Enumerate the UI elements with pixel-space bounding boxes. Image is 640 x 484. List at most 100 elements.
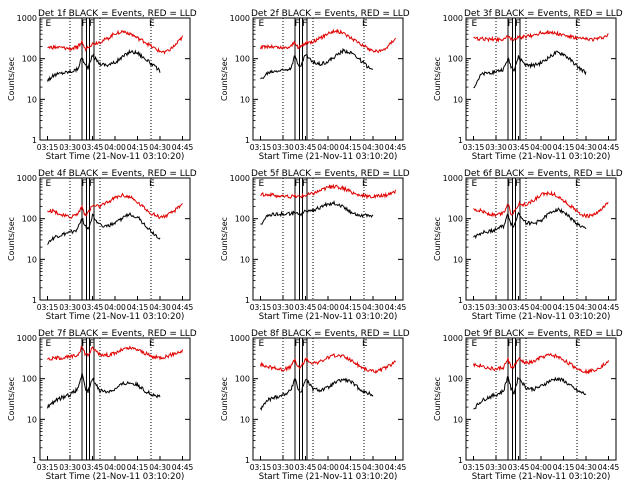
- x-tick-label: 04:15: [127, 463, 149, 472]
- y-tick-label: 1: [458, 456, 463, 465]
- y-tick-label: 10: [240, 95, 250, 104]
- events-series-line: [260, 47, 374, 80]
- panel-title: Det 5f BLACK = Events, RED = LLD: [251, 169, 410, 179]
- x-tick-label: 04:00: [530, 143, 552, 152]
- x-tick-label: 04:30: [575, 463, 597, 472]
- x-axis-label: Start Time (21-Nov-11 03:10:20): [46, 152, 185, 162]
- event-marker-label: E: [149, 179, 155, 189]
- x-tick-label: 03:30: [272, 463, 294, 472]
- x-tick-label: 04:15: [340, 463, 362, 472]
- y-tick-label: 100: [448, 215, 463, 224]
- x-tick-label: 03:30: [485, 143, 507, 152]
- lld-series-line: [47, 345, 183, 361]
- x-axis-label: Start Time (21-Nov-11 03:10:20): [472, 472, 611, 480]
- y-axis-label: Counts/sec: [220, 57, 229, 101]
- y-tick-label: 10: [453, 255, 463, 264]
- event-marker-label: E: [362, 339, 368, 349]
- lld-series-line: [47, 192, 183, 220]
- x-axis-label: Start Time (21-Nov-11 03:10:20): [259, 472, 398, 480]
- event-marker-label: E: [472, 339, 478, 349]
- y-tick-label: 1: [245, 456, 250, 465]
- event-marker-label: E: [149, 19, 155, 29]
- event-marker-label: F: [302, 19, 307, 29]
- event-marker-label: E: [575, 339, 581, 349]
- plot-frame: [39, 17, 191, 141]
- y-tick-label: 10: [27, 415, 37, 424]
- y-tick-label: 1: [32, 136, 37, 145]
- x-tick-label: 03:45: [508, 463, 530, 472]
- y-axis-label: Counts/sec: [7, 377, 16, 421]
- y-tick-label: 10: [240, 415, 250, 424]
- lld-series-line: [260, 183, 396, 200]
- panel-title: Det 8f BLACK = Events, RED = LLD: [251, 329, 410, 339]
- y-tick-label: 10: [453, 415, 463, 424]
- x-tick-label: 03:45: [508, 303, 530, 312]
- y-tick-label: 100: [448, 55, 463, 64]
- y-tick-label: 1000: [443, 334, 463, 343]
- event-marker-label: F: [82, 19, 87, 29]
- y-tick-label: 100: [235, 215, 250, 224]
- event-marker-label: E: [46, 19, 52, 29]
- y-tick-label: 100: [22, 375, 37, 384]
- event-marker-label: F: [515, 19, 520, 29]
- lld-series-line: [260, 28, 396, 54]
- event-marker-label: E: [46, 179, 52, 189]
- y-tick-label: 1: [245, 136, 250, 145]
- events-series-line: [473, 374, 587, 410]
- event-marker-label: E: [259, 19, 265, 29]
- event-marker-label: E: [46, 339, 52, 349]
- panel-title: Det 7f BLACK = Events, RED = LLD: [38, 329, 197, 339]
- x-tick-label: 04:30: [362, 303, 384, 312]
- y-tick-label: 100: [235, 375, 250, 384]
- x-tick-label: 04:45: [385, 143, 407, 152]
- x-tick-label: 04:30: [149, 143, 171, 152]
- x-tick-label: 04:45: [598, 303, 620, 312]
- y-tick-label: 1: [458, 136, 463, 145]
- x-tick-label: 04:15: [553, 303, 575, 312]
- x-tick-label: 04:00: [104, 143, 126, 152]
- events-series-line: [473, 207, 587, 240]
- x-tick-label: 03:15: [37, 303, 59, 312]
- lld-series-line: [260, 353, 396, 374]
- event-marker-label: F: [302, 179, 307, 189]
- x-tick-label: 04:45: [385, 463, 407, 472]
- x-tick-label: 04:00: [317, 303, 339, 312]
- x-tick-label: 03:30: [485, 303, 507, 312]
- x-tick-label: 04:45: [172, 463, 194, 472]
- x-tick-label: 04:30: [149, 303, 171, 312]
- x-tick-label: 03:15: [250, 143, 272, 152]
- x-axis-label: Start Time (21-Nov-11 03:10:20): [472, 152, 611, 162]
- events-series-line: [47, 372, 161, 409]
- y-axis-label: Counts/sec: [7, 57, 16, 101]
- event-marker-label: E: [149, 339, 155, 349]
- y-tick-label: 100: [22, 55, 37, 64]
- plot-frame: [465, 17, 617, 141]
- event-marker-label: F: [82, 179, 87, 189]
- event-marker-label: E: [259, 179, 265, 189]
- event-marker-label: E: [472, 179, 478, 189]
- x-axis-label: Start Time (21-Nov-11 03:10:20): [46, 312, 185, 322]
- y-tick-label: 1000: [17, 14, 37, 23]
- y-axis-label: Counts/sec: [433, 57, 442, 101]
- x-tick-label: 04:00: [317, 143, 339, 152]
- x-tick-label: 04:45: [598, 463, 620, 472]
- x-tick-label: 03:30: [272, 303, 294, 312]
- x-tick-label: 04:30: [362, 143, 384, 152]
- event-marker-label: E: [362, 19, 368, 29]
- event-marker-label: F: [82, 339, 87, 349]
- x-tick-label: 04:45: [385, 303, 407, 312]
- x-tick-label: 03:15: [37, 463, 59, 472]
- x-tick-label: 03:30: [59, 463, 81, 472]
- y-axis-label: Counts/sec: [220, 217, 229, 261]
- event-marker-label: E: [575, 19, 581, 29]
- x-tick-label: 04:15: [553, 463, 575, 472]
- event-marker-label: F: [89, 339, 94, 349]
- y-tick-label: 1: [245, 296, 250, 305]
